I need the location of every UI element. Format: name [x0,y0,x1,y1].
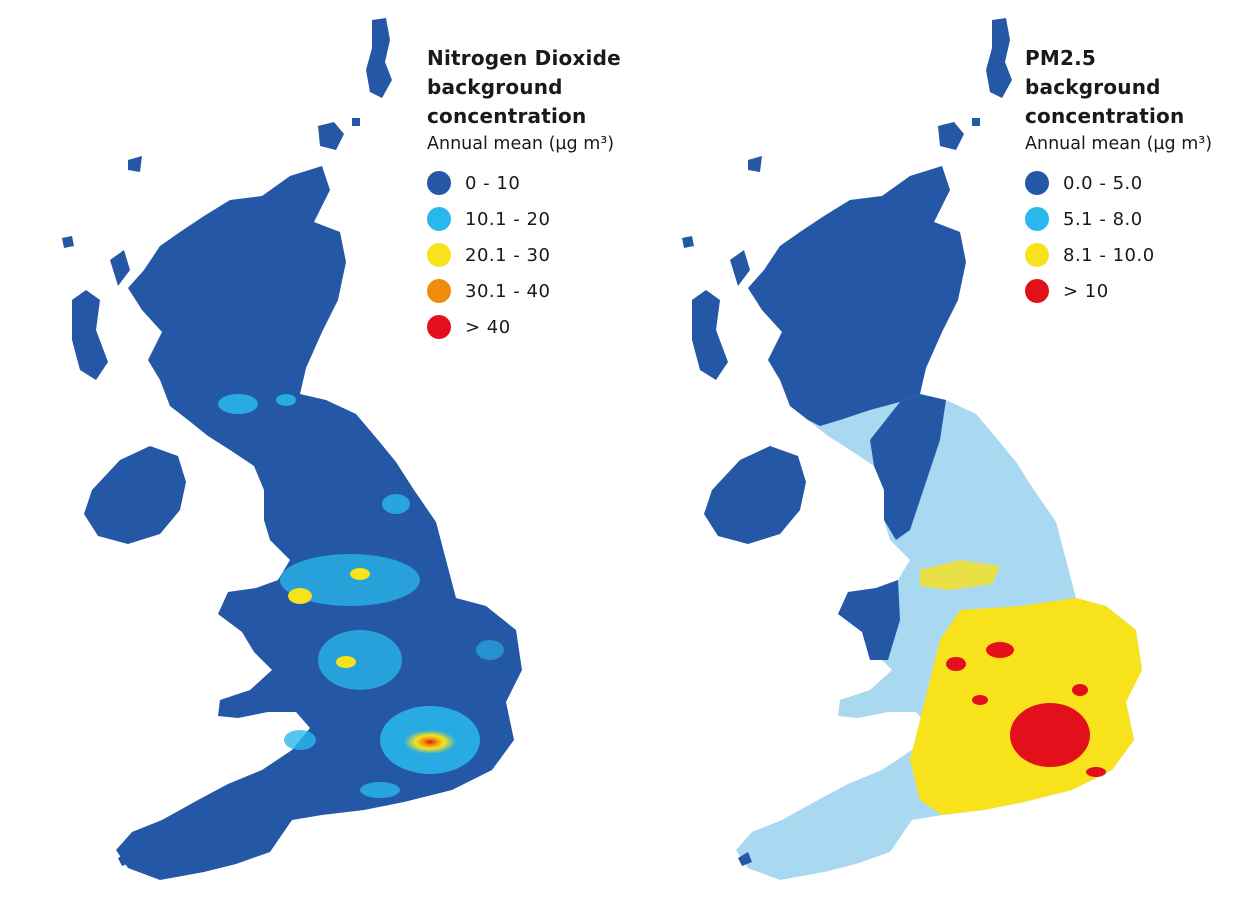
legend-swatch-light-blue [427,207,451,231]
legend-label: > 10 [1063,280,1109,302]
no2-map [62,18,522,880]
no2-legend-item: 10.1 - 20 [427,201,621,237]
pm25-red-regions [946,642,1106,777]
no2-legend-item: 30.1 - 40 [427,273,621,309]
pm25-title-line-1: PM2.5 [1025,46,1096,70]
no2-map-panel: Nitrogen Dioxide background concentratio… [62,18,621,880]
pm25-legend-title: PM2.5 background concentration [1025,44,1212,131]
legend-label: 10.1 - 20 [465,208,551,230]
no2-legend: Nitrogen Dioxide background concentratio… [427,44,621,345]
pm25-legend: PM2.5 background concentration Annual me… [1025,44,1212,309]
pm25-map-panel: PM2.5 background concentration Annual me… [620,0,1249,898]
no2-legend-title: Nitrogen Dioxide background concentratio… [427,44,621,131]
pm25-legend-item: 8.1 - 10.0 [1025,237,1212,273]
legend-label: 8.1 - 10.0 [1063,244,1155,266]
legend-label: 5.1 - 8.0 [1063,208,1143,230]
pm25-legend-item: 0.0 - 5.0 [1025,165,1212,201]
legend-label: 0.0 - 5.0 [1063,172,1143,194]
pm25-title-line-3: concentration [1025,104,1185,128]
pm25-yellow-region [910,598,1142,815]
no2-title-line-2: background [427,75,563,99]
legend-label: > 40 [465,316,511,338]
no2-title-line-3: concentration [427,104,587,128]
pm25-title-line-2: background [1025,75,1161,99]
legend-swatch-red [427,315,451,339]
no2-legend-item: 20.1 - 30 [427,237,621,273]
no2-legend-item: 0 - 10 [427,165,621,201]
legend-swatch-dark-blue [1025,171,1049,195]
pm25-legend-item: 5.1 - 8.0 [1025,201,1212,237]
no2-legend-subtitle: Annual mean (µg m³) [427,134,615,154]
legend-swatch-light-blue [1025,207,1049,231]
pm25-yellow-midlands [920,560,1000,590]
legend-swatch-orange [427,279,451,303]
legend-swatch-dark-blue [427,171,451,195]
legend-label: 0 - 10 [465,172,521,194]
pm25-legend-item: > 10 [1025,273,1212,309]
legend-label: 30.1 - 40 [465,280,551,302]
no2-land [62,18,522,880]
no2-urban-areas [218,394,504,798]
no2-title-line-1: Nitrogen Dioxide [427,46,621,70]
legend-label: 20.1 - 30 [465,244,551,266]
legend-swatch-red [1025,279,1049,303]
pm25-legend-subtitle: Annual mean (µg m³) [1025,134,1213,154]
legend-swatch-yellow [427,243,451,267]
no2-legend-item: > 40 [427,309,621,345]
pm25-map [682,18,1142,880]
pm25-dark-regions [682,18,1012,866]
legend-swatch-yellow [1025,243,1049,267]
